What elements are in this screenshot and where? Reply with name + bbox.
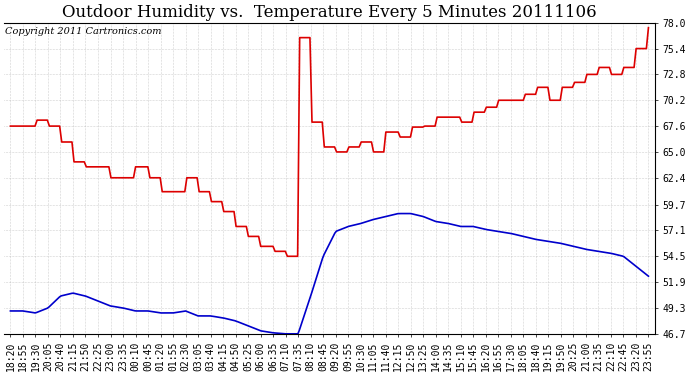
- Text: Copyright 2011 Cartronics.com: Copyright 2011 Cartronics.com: [6, 27, 162, 36]
- Title: Outdoor Humidity vs.  Temperature Every 5 Minutes 20111106: Outdoor Humidity vs. Temperature Every 5…: [62, 4, 597, 21]
